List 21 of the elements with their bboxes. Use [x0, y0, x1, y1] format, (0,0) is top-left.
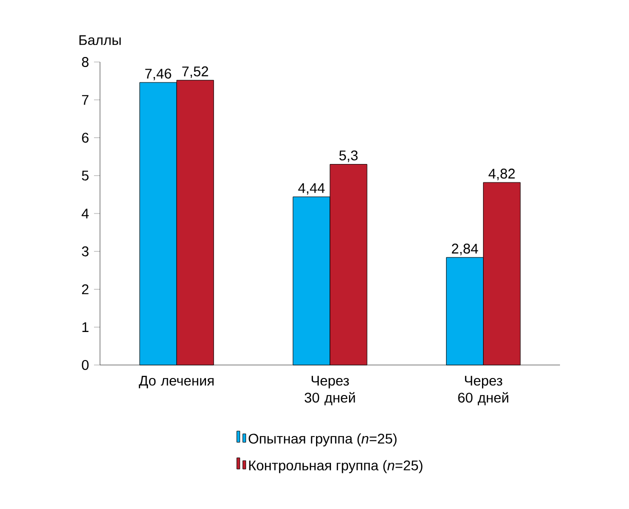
- legend-label: Опытная группа (n=25): [248, 433, 397, 446]
- data-label: 4,44: [298, 183, 325, 195]
- y-tick-label: 2: [82, 284, 88, 294]
- data-label: 7,46: [145, 68, 172, 80]
- data-label: 2,84: [452, 244, 478, 256]
- x-tick-label: Через 60 дней: [458, 376, 508, 406]
- x-tick-label: Через 30 дней: [304, 376, 355, 406]
- y-tick-label: 4: [82, 208, 89, 218]
- y-tick-label: 8: [82, 57, 89, 67]
- data-label: 4,82: [488, 168, 515, 180]
- y-tick-label: 0: [82, 360, 89, 370]
- y-tick-label: 1: [82, 322, 88, 332]
- data-label: 5,3: [339, 150, 358, 162]
- x-tick-label: До лечения: [138, 376, 214, 388]
- legend-label: Контрольная группа (n=25): [249, 460, 422, 474]
- y-tick-label: 7: [82, 95, 88, 105]
- y-tick-label: 5: [82, 170, 89, 181]
- y-tick-label: 3: [82, 246, 89, 256]
- y-axis-title: Баллы: [79, 35, 121, 46]
- y-tick-label: 6: [82, 132, 89, 143]
- data-label: 7,52: [182, 66, 208, 78]
